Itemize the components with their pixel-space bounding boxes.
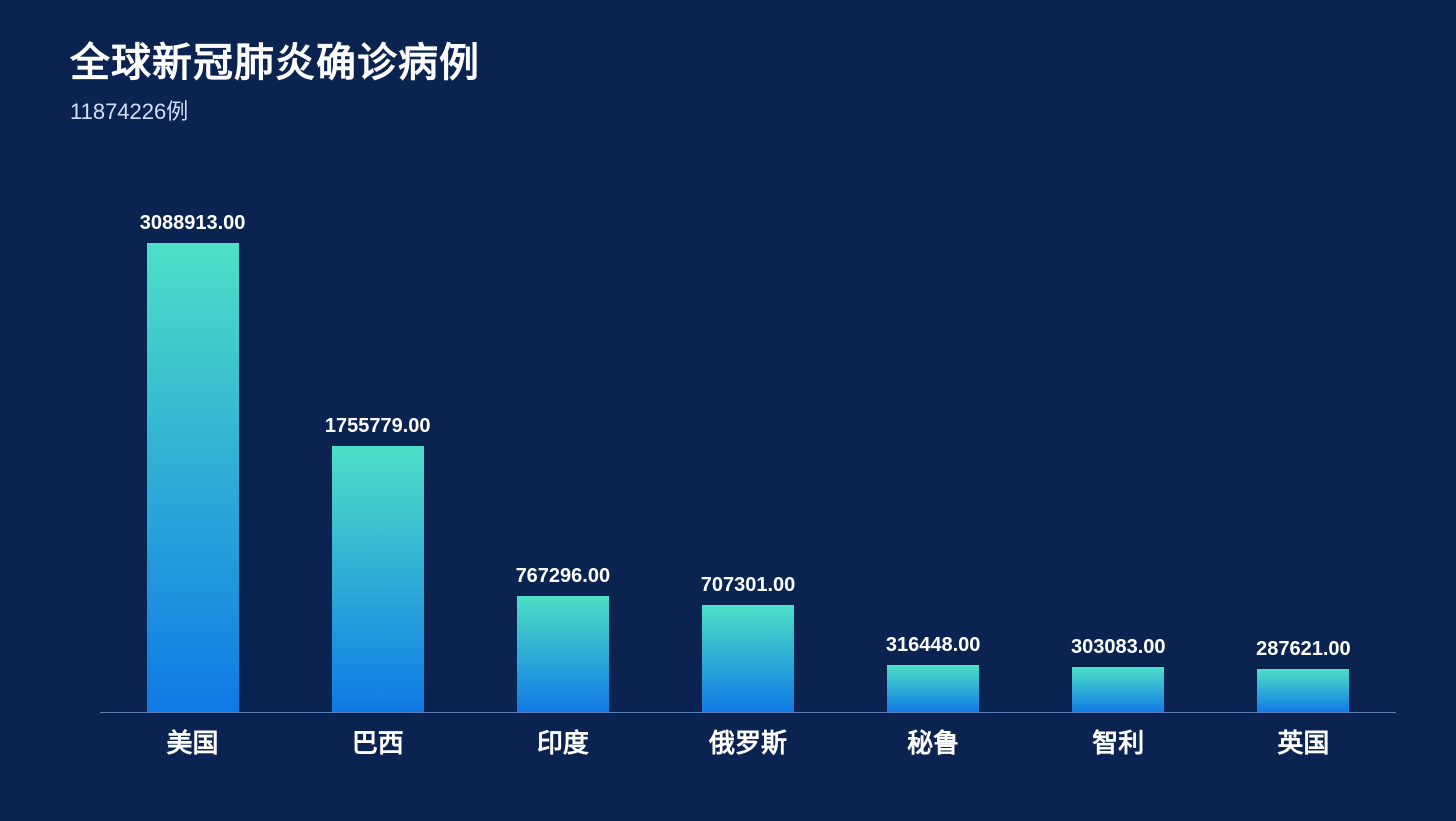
- chart-x-axis-labels: 美国巴西印度俄罗斯秘鲁智利英国: [100, 713, 1396, 761]
- bar-slot: 767296.00: [470, 201, 655, 713]
- x-axis-label: 秘鲁: [841, 713, 1026, 760]
- chart-baseline: [100, 712, 1396, 713]
- bar-slot: 316448.00: [841, 201, 1026, 713]
- chart-header: 全球新冠肺炎确诊病例 11874226例: [70, 30, 480, 126]
- x-axis-label: 美国: [100, 713, 285, 760]
- bar-slot: 707301.00: [655, 201, 840, 713]
- bar-rect: [1257, 669, 1349, 713]
- bar-rect: [887, 665, 979, 713]
- bar-rect: [332, 446, 424, 713]
- x-axis-label: 巴西: [285, 713, 470, 760]
- bar-value-label: 1755779.00: [325, 415, 431, 438]
- bar-value-label: 316448.00: [886, 634, 981, 657]
- chart-bars-container: 3088913.00 1755779.00 767296.00 707301.00 31…: [100, 201, 1396, 713]
- x-axis-label: 俄罗斯: [655, 713, 840, 760]
- bar-rect: [517, 596, 609, 713]
- bar-slot: 303083.00: [1026, 201, 1211, 713]
- bar-rect: [702, 605, 794, 713]
- x-axis-label: 英国: [1211, 713, 1396, 760]
- bar-rect: [147, 243, 239, 713]
- bar-value-label: 707301.00: [701, 574, 796, 597]
- chart-subtitle: 11874226例: [70, 94, 480, 126]
- bar-slot: 3088913.00: [100, 201, 285, 713]
- chart-title: 全球新冠肺炎确诊病例: [70, 30, 480, 88]
- x-axis-label: 印度: [470, 713, 655, 760]
- x-axis-label: 智利: [1026, 713, 1211, 760]
- bar-value-label: 767296.00: [516, 565, 611, 588]
- bar-rect: [1072, 667, 1164, 713]
- bar-value-label: 3088913.00: [140, 212, 246, 235]
- bar-value-label: 287621.00: [1256, 638, 1351, 661]
- chart-plot-area: 3088913.00 1755779.00 767296.00 707301.00 31…: [100, 201, 1396, 761]
- bar-slot: 1755779.00: [285, 201, 470, 713]
- bar-slot: 287621.00: [1211, 201, 1396, 713]
- bar-value-label: 303083.00: [1071, 636, 1166, 659]
